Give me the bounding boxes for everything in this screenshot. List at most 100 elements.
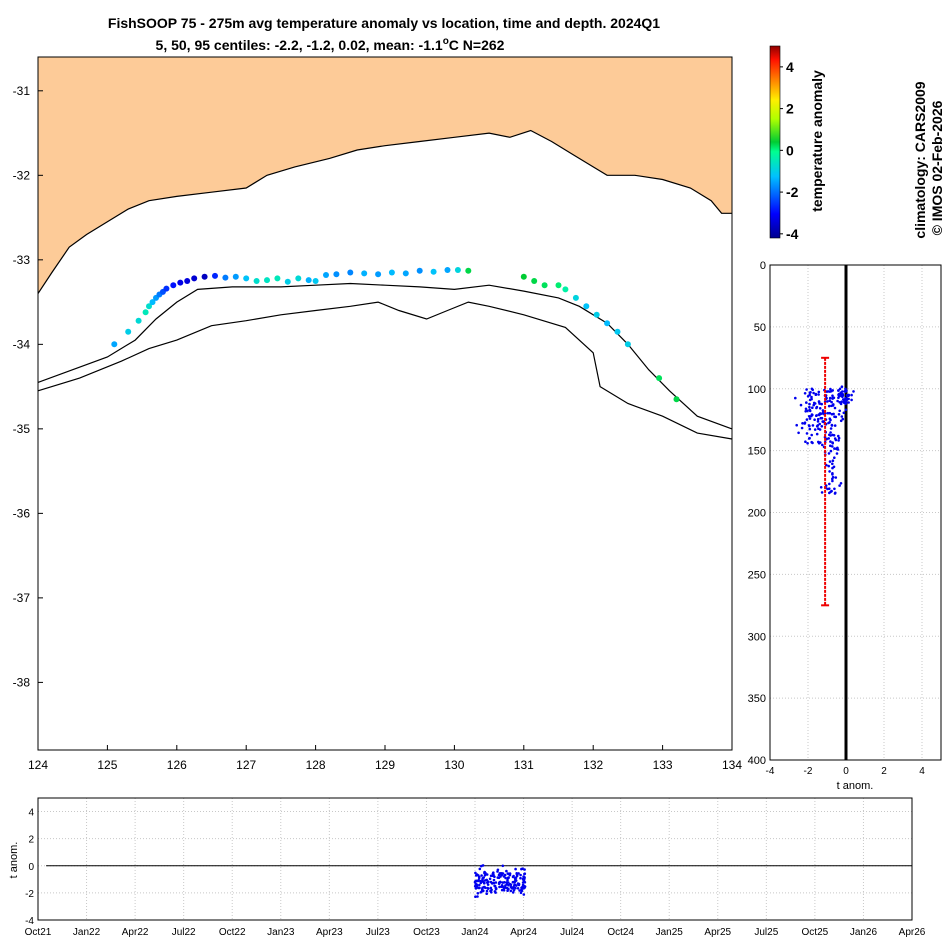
time-series-point <box>475 873 479 876</box>
depth-x-tick-label: 4 <box>919 766 925 777</box>
depth-point <box>844 396 847 400</box>
depth-y-tick-label: 50 <box>754 322 766 334</box>
time-series-point <box>482 889 485 893</box>
colorbar-tick-label: 0 <box>786 142 794 158</box>
time-series-point <box>503 873 507 877</box>
time-series-y-tick-label: -4 <box>25 916 34 927</box>
depth-point <box>808 405 811 409</box>
time-series-point <box>481 886 484 889</box>
time-series-point <box>519 891 523 895</box>
depth-point <box>808 436 811 440</box>
map-point <box>142 309 149 316</box>
map-y-tick-label: -33 <box>13 253 31 267</box>
time-series-point <box>484 871 487 875</box>
time-series-point <box>507 876 510 879</box>
depth-point <box>837 436 841 440</box>
time-series-point <box>513 877 517 880</box>
depth-point <box>840 400 843 404</box>
depth-point <box>827 421 830 425</box>
time-series-point <box>481 864 485 867</box>
depth-y-tick-label: 150 <box>748 446 766 458</box>
depth-point <box>814 392 818 396</box>
depth-point <box>832 403 835 406</box>
map-point <box>201 273 208 280</box>
time-series-point <box>514 867 517 871</box>
time-series-point <box>478 883 481 887</box>
title-line-1: FishSOOP 75 - 275m avg temperature anoma… <box>108 15 660 31</box>
time-series-point <box>507 883 510 887</box>
depth-point <box>850 393 853 397</box>
depth-point <box>808 398 812 402</box>
time-series-x-tick-label: Oct22 <box>219 927 246 938</box>
depth-point <box>832 396 836 400</box>
map-point <box>520 273 527 280</box>
map-point <box>284 278 291 285</box>
time-series-point <box>521 867 524 870</box>
depth-point <box>806 409 809 413</box>
time-series-point <box>501 864 505 868</box>
map-x-tick-label: 130 <box>444 758 464 772</box>
depth-point <box>839 419 843 423</box>
depth-point <box>811 424 815 427</box>
depth-point <box>841 417 845 421</box>
time-series-point <box>511 886 515 889</box>
depth-point <box>833 447 836 450</box>
depth-point <box>827 464 830 468</box>
depth-y-tick-label: 100 <box>748 384 766 396</box>
time-series-x-tick-label: Oct24 <box>607 927 634 938</box>
time-series-x-tick-label: Jan22 <box>73 927 101 938</box>
time-series-point <box>519 873 522 877</box>
depth-point <box>840 385 844 389</box>
map-point <box>430 268 437 275</box>
depth-point <box>808 391 812 395</box>
time-series-point <box>515 874 519 877</box>
depth-point <box>816 420 820 423</box>
time-series-layer <box>46 864 912 898</box>
depth-point <box>820 491 824 494</box>
depth-point <box>847 401 850 404</box>
colorbar-tick-label: -4 <box>786 226 799 242</box>
depth-point <box>829 440 832 443</box>
depth-point <box>832 434 836 437</box>
time-series-x-tick-label: Apr22 <box>122 927 149 938</box>
depth-point <box>807 415 811 418</box>
map-point <box>624 341 631 348</box>
time-series-y-tick-label: 0 <box>28 862 34 873</box>
depth-point <box>800 426 804 430</box>
depth-point <box>818 407 822 410</box>
time-series-point <box>485 889 489 893</box>
time-series-point <box>505 886 509 890</box>
depth-point <box>812 403 815 407</box>
time-series-point <box>476 879 480 883</box>
time-series-point <box>512 889 516 892</box>
depth-point <box>808 417 812 420</box>
depth-point <box>838 409 841 413</box>
depth-point <box>827 404 831 408</box>
depth-point <box>805 432 809 435</box>
map-point <box>572 294 579 301</box>
depth-point <box>830 423 834 427</box>
depth-point <box>833 456 836 460</box>
depth-point <box>821 409 825 412</box>
depth-point <box>831 479 834 483</box>
time-series-point <box>491 881 495 885</box>
map-x-tick-label: 132 <box>583 758 603 772</box>
time-series-point <box>496 870 499 873</box>
time-series-point <box>523 876 526 879</box>
time-series-point <box>499 880 502 884</box>
depth-point <box>811 388 814 392</box>
map-point <box>333 271 340 278</box>
colorbar-tick-label: 4 <box>786 59 794 75</box>
map-point <box>125 328 132 335</box>
depth-point <box>836 448 840 451</box>
depth-point <box>801 422 804 425</box>
time-series-point <box>485 892 489 895</box>
depth-point <box>805 388 808 391</box>
depth-point <box>838 387 842 391</box>
depth-point <box>803 421 807 425</box>
title-line-2: 5, 50, 95 centiles: -2.2, -1.2, 0.02, me… <box>156 36 505 53</box>
time-series-point <box>477 876 481 880</box>
depth-point <box>842 411 846 415</box>
map-x-tick-label: 133 <box>653 758 673 772</box>
